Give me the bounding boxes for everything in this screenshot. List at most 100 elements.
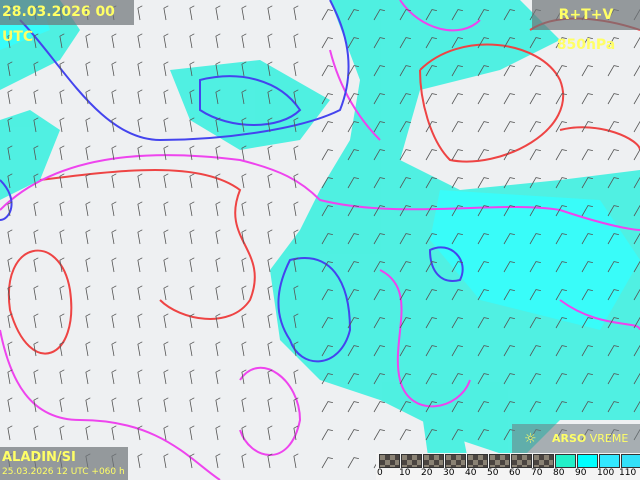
wind-barb — [7, 369, 13, 385]
wind-barb — [633, 65, 640, 77]
wind-barb — [529, 177, 541, 189]
wind-barb — [215, 61, 221, 77]
wind-barb — [163, 285, 169, 301]
model-name: ALADIN/SI — [2, 450, 76, 465]
wind-barb — [373, 121, 385, 133]
wind-barb — [347, 233, 359, 245]
wind-barb — [215, 173, 221, 189]
wind-barb — [241, 341, 247, 357]
wind-barb — [425, 373, 437, 385]
wind-barb — [163, 117, 169, 133]
legend-tick: 70 — [531, 468, 543, 478]
wind-barb — [633, 373, 640, 385]
wind-barb — [33, 89, 39, 105]
wind-barb — [503, 317, 515, 329]
wind-barb — [7, 145, 13, 161]
wind-barb — [555, 149, 567, 161]
wind-barb — [189, 257, 195, 273]
wind-barb — [59, 341, 65, 357]
wind-barb — [607, 65, 619, 77]
wind-barb — [321, 457, 333, 469]
wind-barb — [607, 205, 619, 217]
wind-barb — [425, 429, 437, 441]
legend-tick: 30 — [443, 468, 455, 478]
wind-barb — [267, 257, 273, 273]
legend-tick: 60 — [509, 468, 521, 478]
wind-barb — [373, 317, 385, 329]
legend-swatch — [379, 454, 400, 468]
wind-barb — [373, 205, 385, 217]
wind-barb — [633, 93, 640, 105]
wind-barb — [581, 233, 593, 245]
wind-barb — [137, 145, 143, 161]
wind-barb — [425, 345, 437, 357]
wind-barb — [7, 257, 13, 273]
wind-barb — [241, 61, 247, 77]
legend-tick: 10 — [399, 468, 411, 478]
wind-barb — [163, 313, 169, 329]
wind-barb — [137, 257, 143, 273]
wind-barb — [477, 401, 489, 413]
wind-barb — [373, 65, 385, 77]
wind-barb — [59, 145, 65, 161]
wind-barb — [33, 313, 39, 329]
wind-barb — [215, 285, 221, 301]
wind-barb — [85, 201, 91, 217]
wind-barb — [59, 229, 65, 245]
wind-barb — [425, 93, 437, 105]
wind-barb — [451, 401, 463, 413]
wind-barb — [347, 65, 359, 77]
wind-barb — [451, 373, 463, 385]
wind-barb — [215, 117, 221, 133]
wind-barb — [293, 369, 299, 385]
legend-swatch — [401, 454, 422, 468]
wind-barb — [529, 121, 541, 133]
wind-barb — [373, 401, 385, 413]
legend-swatch — [533, 454, 554, 468]
wind-barb — [163, 453, 169, 469]
wind-barb — [241, 285, 247, 301]
wind-barb — [347, 121, 359, 133]
legend-tick: 40 — [465, 468, 477, 478]
wind-barb — [33, 117, 39, 133]
wind-barb — [137, 229, 143, 245]
wind-barb — [477, 429, 489, 441]
wind-barb — [633, 261, 640, 273]
wind-barb — [581, 121, 593, 133]
legend-tick: 80 — [553, 468, 565, 478]
wind-barb — [267, 61, 273, 77]
wind-barb — [321, 9, 333, 21]
wind-barb — [163, 173, 169, 189]
wind-barb — [111, 229, 117, 245]
legend-swatch — [511, 454, 532, 468]
legend-swatch — [577, 454, 598, 468]
wind-barb — [7, 117, 13, 133]
isotherm-warm — [39, 169, 256, 320]
wind-barb — [633, 121, 640, 133]
wind-barb — [163, 201, 169, 217]
wind-barb — [189, 341, 195, 357]
logo-brand: ARSO — [552, 432, 587, 445]
wind-barb — [607, 261, 619, 273]
wind-barb — [477, 9, 489, 21]
isotherm-warm — [419, 43, 564, 163]
wind-barb — [633, 289, 640, 301]
wind-barb — [189, 397, 195, 413]
wind-barb — [425, 401, 437, 413]
wind-barb — [555, 37, 567, 49]
wind-barb — [321, 233, 333, 245]
wind-barb — [477, 65, 489, 77]
wind-barb — [425, 121, 437, 133]
wind-barb — [607, 233, 619, 245]
wind-barb — [451, 289, 463, 301]
wind-barb — [607, 317, 619, 329]
wind-barb — [137, 313, 143, 329]
wind-barb — [189, 201, 195, 217]
wind-barb — [633, 233, 640, 245]
wind-barb — [477, 37, 489, 49]
wind-barb — [293, 33, 299, 49]
wind-barb — [111, 173, 117, 189]
wind-barb — [7, 173, 13, 189]
wind-barb — [163, 425, 169, 441]
wind-barb — [293, 229, 299, 245]
